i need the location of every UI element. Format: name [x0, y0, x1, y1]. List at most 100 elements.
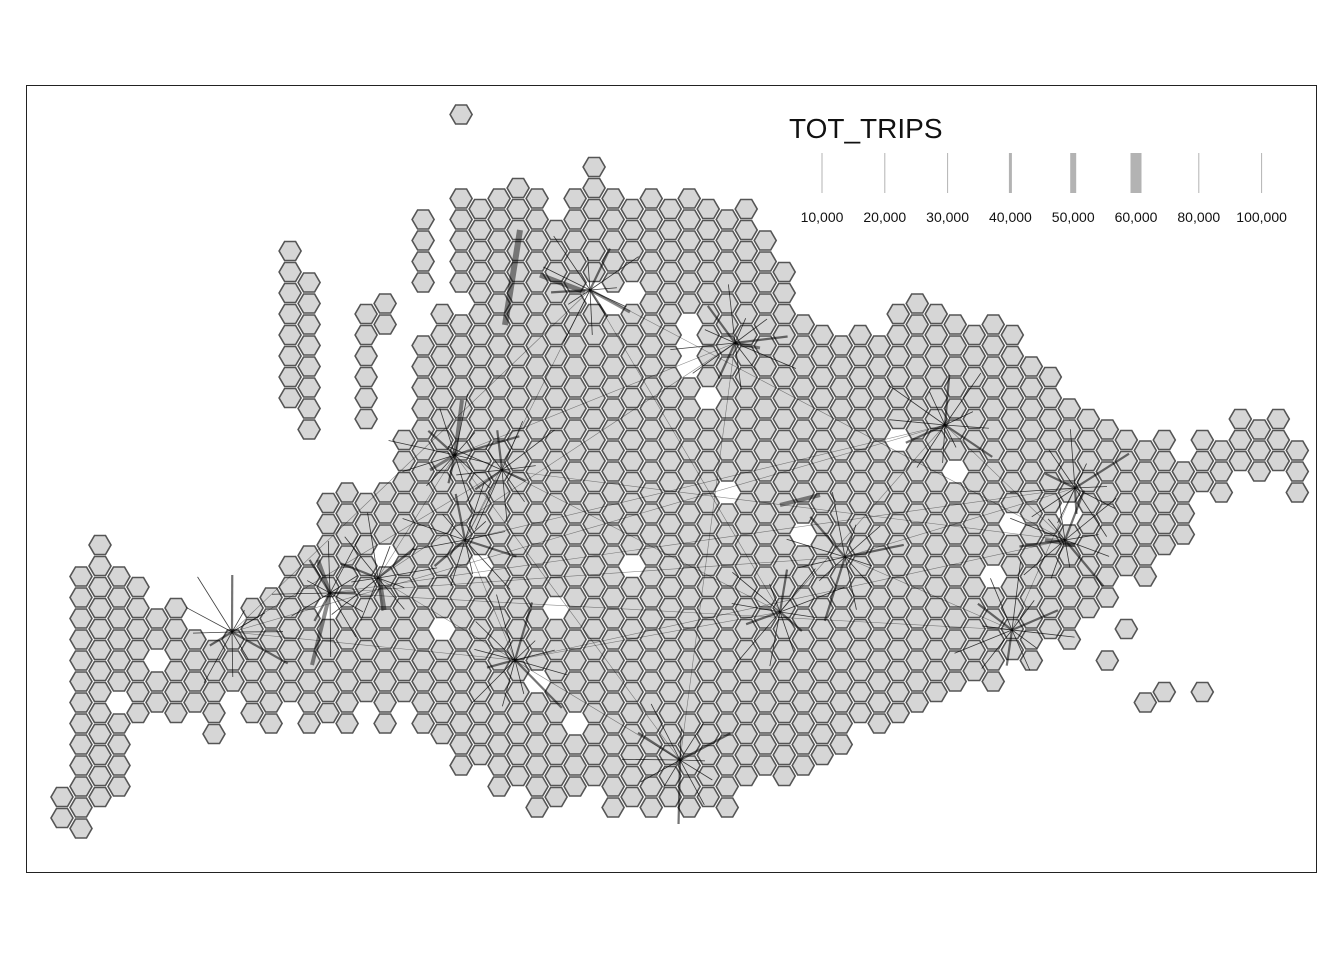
hexagon-cell [1000, 345, 1025, 367]
hexagon-cell [658, 723, 683, 745]
hexagon-cell [943, 314, 968, 335]
hexagon-cell [734, 555, 759, 577]
flow-line [1011, 487, 1076, 631]
hexagon-cell [677, 482, 702, 503]
hexagon-cell [1152, 471, 1177, 493]
hexagon-cell [430, 555, 455, 577]
hexagon-cell [772, 492, 797, 514]
hexagon-cell [696, 450, 721, 472]
hexagon-cell [772, 660, 797, 682]
hexagon-cell [848, 450, 873, 472]
hexagon-cell [1019, 566, 1044, 587]
hexagon-cell [563, 566, 588, 587]
flow-line [231, 631, 234, 678]
hexagon-cell [1171, 461, 1196, 482]
flow-line [679, 759, 705, 762]
hexagon-cell [943, 524, 968, 545]
hexagon-cell [886, 555, 911, 577]
flow-line [944, 424, 957, 448]
hexagon-cell [734, 597, 759, 619]
flow-line [464, 538, 517, 558]
hexagon-cell [1133, 524, 1158, 545]
flow-line [977, 602, 1013, 631]
hexagon-cell [582, 387, 607, 409]
hexagon-cell [449, 251, 474, 272]
hexagon-cell [1000, 639, 1025, 661]
hexagon-cell [278, 324, 303, 346]
hexagon-cell [563, 356, 588, 377]
flow-line [692, 342, 736, 374]
flow-line [844, 487, 1076, 558]
hexagon-cell [924, 492, 949, 514]
flow-line [433, 539, 466, 567]
hexagon-cell [1266, 408, 1291, 430]
hexagon-cell [1171, 482, 1196, 503]
hexagon-cell [715, 503, 740, 524]
hexagon-cell [829, 734, 854, 755]
hexagon-cell [506, 555, 531, 577]
hexagon-cell [601, 713, 626, 734]
hexagon-cell [563, 524, 588, 545]
hexagon-cell [1095, 461, 1120, 482]
hexagon-cell [753, 272, 778, 293]
hexagon-cell [1190, 681, 1215, 703]
legend-entry: 60,000 [1115, 153, 1158, 225]
hexagon-cell [411, 524, 436, 545]
hexagon-cell [715, 545, 740, 566]
hexagon-cell [696, 345, 721, 367]
hexagon-cell [791, 608, 816, 629]
hexagon-cell [50, 786, 74, 808]
hexagon-cell [639, 608, 664, 629]
hexagon-cell [601, 461, 626, 482]
hexagon-cell [449, 356, 474, 377]
hexagon-cell [506, 492, 531, 514]
hexagon-cell [867, 503, 892, 524]
hexagon-cell [886, 513, 911, 535]
hexagon-cell [791, 755, 816, 776]
flow-line [197, 576, 233, 633]
hexagon-cell [810, 345, 835, 367]
flow-line [809, 516, 846, 558]
flow-line [471, 659, 516, 704]
hexagon-cell [506, 219, 531, 241]
hexagon-cell [1209, 482, 1234, 503]
hexagon-cell [886, 345, 911, 367]
hexagon-cell [753, 545, 778, 566]
hexagon-cell [696, 408, 721, 430]
hexagon-cell [905, 356, 930, 377]
hexagon-cell [468, 240, 493, 262]
flow-line [1047, 518, 1066, 541]
hexagon-cell [772, 303, 797, 325]
hexagon-cell [677, 524, 702, 545]
legend-entries: 10,000 20,000 30,000 40,000 50,000 60,000 80,0… [801, 153, 1287, 225]
flow-line [501, 429, 555, 471]
hexagon-cell [620, 240, 645, 262]
hexagon-cell [696, 513, 721, 535]
hexagon-cell [88, 555, 112, 577]
hexagon-cell [639, 629, 664, 650]
hexagon-cell [1114, 513, 1139, 535]
hexagon-cell [677, 608, 702, 629]
flow-line [1064, 534, 1099, 541]
hexagon-cell [848, 660, 873, 682]
flow-line [944, 424, 989, 429]
hexagon-cell [1057, 608, 1082, 629]
hexagon-cell [468, 471, 493, 493]
hexagon-cell [601, 440, 626, 461]
hexagon-cell [810, 723, 835, 745]
hexagon-cell [639, 545, 664, 566]
hexagon-cell [1285, 461, 1310, 482]
flow-line [231, 424, 946, 633]
flow-line [388, 440, 456, 456]
legend-entry: 80,000 [1177, 153, 1220, 225]
hexagon-cell [848, 408, 873, 430]
hexagon-cell [1152, 450, 1177, 472]
hexagon-cell [658, 450, 683, 472]
hexagon-cell [392, 618, 417, 640]
hexagon-cell [620, 471, 645, 493]
hexagon-cell [1152, 534, 1177, 556]
flow-line [231, 631, 289, 665]
flow-line [447, 454, 457, 484]
hexagon-cell [563, 461, 588, 482]
hexagon-cell [1285, 440, 1310, 461]
